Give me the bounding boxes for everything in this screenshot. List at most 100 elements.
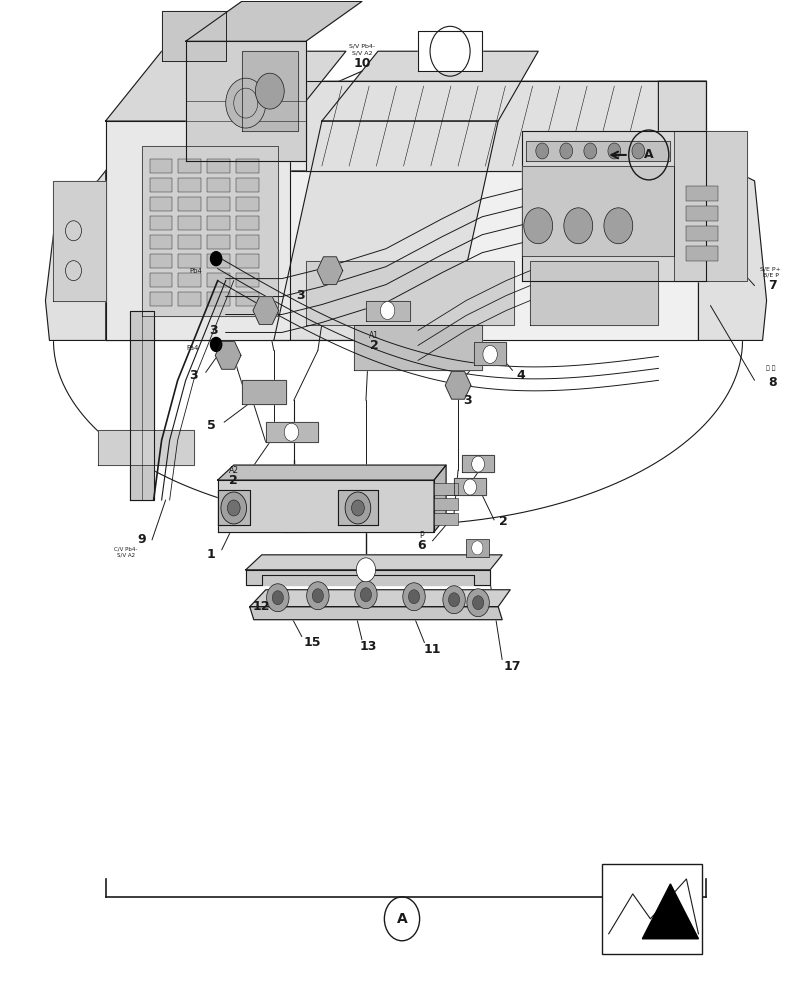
Bar	[236, 273, 259, 287]
Circle shape	[312, 589, 323, 603]
Circle shape	[351, 500, 364, 516]
Circle shape	[471, 541, 483, 555]
Polygon shape	[215, 342, 241, 369]
Circle shape	[467, 589, 489, 617]
Bar	[149, 159, 172, 173]
Polygon shape	[698, 161, 765, 340]
Circle shape	[631, 143, 644, 159]
Text: A2: A2	[229, 466, 238, 475]
Bar	[686, 206, 718, 221]
Polygon shape	[250, 590, 510, 607]
Bar	[178, 159, 201, 173]
Bar	[236, 254, 259, 268]
Text: 11: 11	[423, 643, 441, 656]
Circle shape	[559, 143, 572, 159]
Polygon shape	[46, 171, 105, 340]
Polygon shape	[253, 297, 279, 324]
Text: 3: 3	[463, 394, 471, 407]
Polygon shape	[305, 261, 514, 325]
Polygon shape	[105, 51, 345, 121]
Polygon shape	[658, 81, 738, 201]
Polygon shape	[434, 465, 446, 532]
Polygon shape	[305, 81, 706, 171]
Circle shape	[210, 252, 222, 266]
Polygon shape	[321, 51, 537, 121]
Circle shape	[306, 582, 328, 610]
Bar	[178, 197, 201, 211]
Text: 6: 6	[417, 539, 425, 552]
Bar	[686, 246, 718, 261]
Circle shape	[360, 588, 371, 602]
Polygon shape	[521, 131, 706, 281]
Polygon shape	[97, 430, 194, 465]
Circle shape	[255, 73, 284, 109]
Text: 計 下: 計 下	[765, 366, 774, 371]
Bar	[236, 292, 259, 306]
Bar	[207, 178, 230, 192]
Polygon shape	[54, 181, 105, 301]
Polygon shape	[445, 372, 471, 399]
Polygon shape	[129, 311, 153, 500]
Text: 1: 1	[206, 548, 215, 561]
Text: 17: 17	[503, 660, 520, 673]
Bar	[178, 216, 201, 230]
Circle shape	[284, 423, 298, 441]
Polygon shape	[462, 455, 494, 472]
Bar	[207, 292, 230, 306]
Bar	[236, 178, 259, 192]
Circle shape	[272, 591, 283, 605]
Bar	[434, 483, 458, 495]
Text: 2: 2	[229, 474, 238, 487]
Circle shape	[583, 143, 596, 159]
Circle shape	[267, 584, 288, 612]
Circle shape	[227, 500, 240, 516]
Bar	[207, 235, 230, 249]
Bar	[149, 235, 172, 249]
Circle shape	[471, 456, 484, 472]
Bar	[601, 864, 702, 954]
Text: 3: 3	[190, 369, 198, 382]
Circle shape	[344, 492, 370, 524]
Bar	[434, 498, 458, 510]
Bar	[149, 273, 172, 287]
Polygon shape	[161, 11, 226, 61]
Bar	[686, 186, 718, 201]
Text: Pa4: Pa4	[185, 345, 198, 351]
Text: A: A	[396, 912, 407, 926]
Bar	[178, 178, 201, 192]
Text: 9: 9	[137, 533, 145, 546]
Circle shape	[210, 337, 222, 351]
Text: 5: 5	[206, 419, 215, 432]
Bar	[149, 197, 172, 211]
Text: A1: A1	[369, 331, 378, 340]
Polygon shape	[525, 141, 670, 161]
Polygon shape	[218, 480, 434, 532]
Bar	[178, 235, 201, 249]
Bar	[207, 197, 230, 211]
Polygon shape	[242, 51, 297, 131]
Text: C/V Pb4-: C/V Pb4-	[114, 547, 137, 552]
Bar	[178, 254, 201, 268]
Text: 15: 15	[304, 636, 320, 649]
Text: 3: 3	[296, 289, 304, 302]
Text: 2: 2	[369, 339, 378, 352]
Text: 7: 7	[767, 279, 776, 292]
Polygon shape	[642, 884, 698, 939]
Text: S/V A2: S/V A2	[351, 51, 372, 56]
Circle shape	[380, 302, 394, 320]
Polygon shape	[529, 261, 658, 325]
Circle shape	[221, 492, 247, 524]
Polygon shape	[266, 422, 317, 442]
Polygon shape	[316, 257, 342, 284]
Circle shape	[356, 558, 375, 582]
Circle shape	[442, 586, 465, 614]
Circle shape	[463, 479, 476, 495]
Polygon shape	[105, 171, 698, 340]
Circle shape	[226, 78, 266, 128]
Bar	[236, 197, 259, 211]
Circle shape	[448, 593, 459, 607]
Circle shape	[483, 345, 497, 363]
Bar	[207, 254, 230, 268]
Circle shape	[535, 143, 548, 159]
Polygon shape	[521, 166, 674, 256]
